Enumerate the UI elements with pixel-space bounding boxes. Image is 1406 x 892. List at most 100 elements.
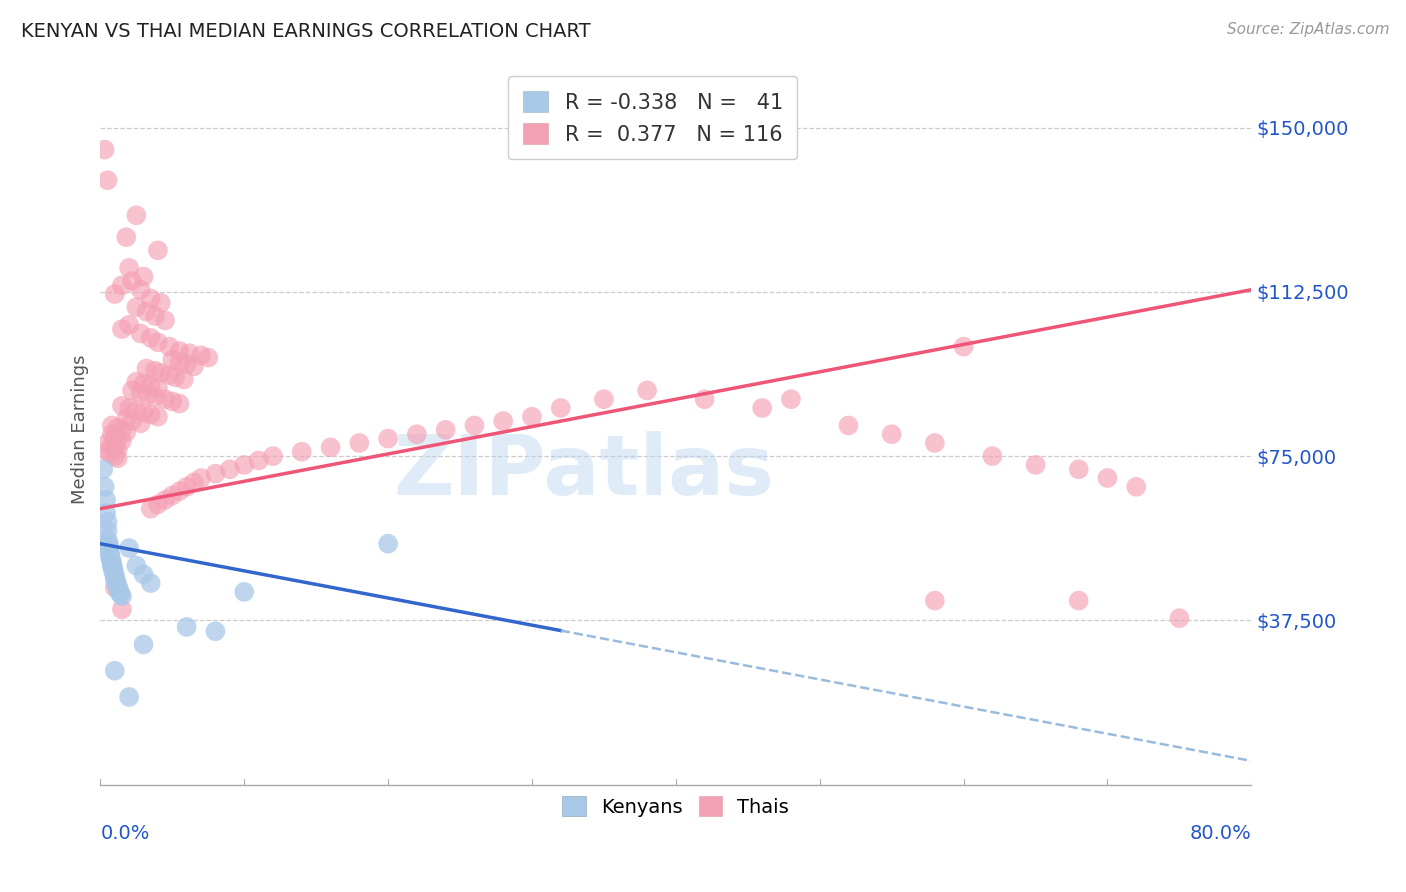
Point [169,355,191,369]
Point [121,384,143,398]
Point [118,260,141,275]
Point [132,405,155,419]
Point [104,287,127,301]
Point [183,475,205,490]
Point [98,541,121,555]
Point [233,585,256,599]
Point [981,449,1004,463]
Point [118,401,141,415]
Point [463,418,485,433]
Point [1025,458,1047,472]
Point [520,409,543,424]
Point [837,418,859,433]
Point [492,414,515,428]
Point [377,537,399,551]
Point [149,296,172,310]
Point [780,392,803,407]
Point [880,427,903,442]
Point [1125,480,1147,494]
Point [146,335,169,350]
Point [110,587,132,601]
Point [132,269,155,284]
Point [197,351,219,365]
Point [162,394,184,409]
Point [636,384,658,398]
Point [107,420,129,434]
Point [183,359,205,374]
Point [162,489,184,503]
Point [139,331,162,345]
Point [121,414,143,428]
Point [103,565,125,579]
Point [218,462,240,476]
Point [111,434,134,448]
Point [162,352,184,367]
Point [924,593,946,607]
Point [100,552,122,566]
Point [176,357,198,371]
Point [115,230,138,244]
Point [135,361,157,376]
Point [125,558,148,573]
Point [100,548,122,562]
Point [143,309,166,323]
Point [101,438,124,452]
Point [104,664,127,678]
Point [111,322,134,336]
Y-axis label: Median Earnings: Median Earnings [72,354,89,503]
Point [129,417,152,431]
Point [104,572,127,586]
Point [233,458,256,472]
Point [111,602,134,616]
Point [693,392,716,407]
Point [101,554,124,568]
Point [107,581,129,595]
Point [153,313,176,327]
Point [169,396,191,410]
Legend: Kenyans, Thais: Kenyans, Thais [555,789,797,824]
Point [91,462,114,476]
Text: KENYAN VS THAI MEDIAN EARNINGS CORRELATION CHART: KENYAN VS THAI MEDIAN EARNINGS CORRELATI… [21,22,591,41]
Point [319,441,342,455]
Point [98,545,121,559]
Point [924,436,946,450]
Point [146,381,169,395]
Text: 80.0%: 80.0% [1189,823,1251,843]
Point [157,368,180,383]
Point [136,388,159,402]
Point [93,143,115,157]
Point [751,401,773,415]
Point [139,379,162,393]
Point [94,492,117,507]
Point [94,506,117,520]
Point [204,624,226,639]
Point [115,425,138,439]
Point [96,436,118,450]
Point [101,558,124,573]
Point [105,574,128,588]
Point [157,340,180,354]
Point [169,484,191,499]
Point [143,390,166,404]
Point [377,432,399,446]
Point [247,453,270,467]
Point [132,567,155,582]
Text: ZIPatlas: ZIPatlas [394,431,775,512]
Point [105,576,128,591]
Point [139,292,162,306]
Point [129,326,152,341]
Point [146,497,169,511]
Point [100,447,122,461]
Point [173,372,195,386]
Point [349,436,371,450]
Point [125,208,148,222]
Point [125,300,148,314]
Point [103,561,125,575]
Point [104,441,127,455]
Point [108,585,131,599]
Point [104,567,127,582]
Point [139,501,162,516]
Point [111,399,134,413]
Point [143,364,166,378]
Point [101,418,124,433]
